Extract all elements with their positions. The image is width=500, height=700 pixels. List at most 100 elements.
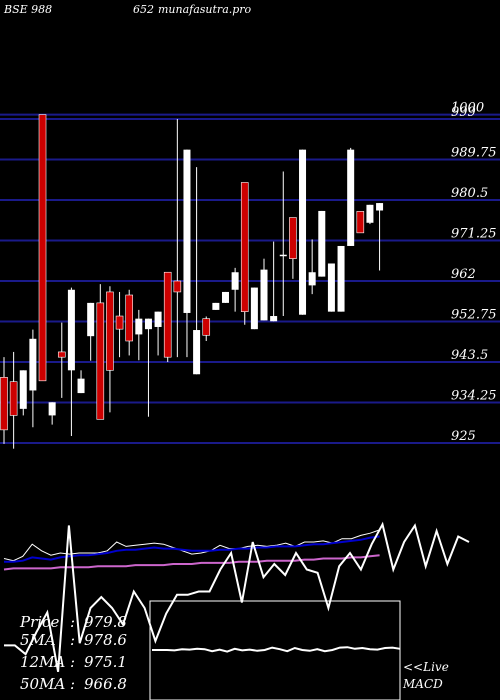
candle (376, 203, 384, 271)
candle (260, 258, 268, 321)
candle-body (19, 370, 27, 409)
candle-body (289, 217, 297, 259)
candle (163, 271, 172, 362)
y-tick-label: 943.5 (451, 348, 488, 363)
y-tick-label: 925 (451, 429, 476, 444)
candle-body (115, 315, 124, 330)
candle (115, 291, 124, 358)
candle (327, 263, 335, 312)
candle-body (144, 318, 152, 330)
y-tick-label: 971.25 (451, 227, 497, 242)
candle-body (193, 330, 201, 375)
candle-body (87, 302, 95, 337)
stat-12ma-value: 975.1 (84, 653, 127, 671)
candle (67, 287, 75, 436)
candle (270, 241, 278, 322)
candle (135, 309, 143, 361)
candle-body (202, 318, 211, 336)
candle (77, 370, 85, 394)
header-site: munafasutra.pro (158, 3, 252, 16)
candle (366, 204, 374, 225)
stat-12ma-label: 12MA (20, 653, 65, 671)
candle (57, 322, 66, 398)
candle-body (212, 302, 220, 310)
candle-body (154, 311, 162, 327)
candle-body (125, 294, 133, 342)
header-symbol: BSE 988 (3, 3, 52, 16)
candle (38, 114, 47, 382)
stat-price-value: 979.8 (84, 613, 127, 631)
y-tick-label: 952.75 (451, 308, 497, 323)
candle (144, 318, 152, 417)
candle-body (270, 316, 278, 322)
candle-body (173, 280, 182, 293)
candle (48, 402, 56, 425)
oscillator-line (4, 521, 470, 672)
candle (96, 284, 105, 420)
candle-body (279, 254, 287, 257)
candle-body (67, 289, 75, 371)
candle (202, 316, 211, 341)
candle-body (308, 272, 316, 286)
y-tick-label: 962 (451, 267, 476, 282)
candle (337, 245, 345, 312)
candle-body (299, 149, 307, 315)
stats-block: Price : 979.8 5MA : 978.6 12MA : 975.1 5… (19, 613, 127, 693)
candle-body (366, 204, 374, 223)
candle (231, 267, 239, 312)
candle (125, 289, 133, 356)
candle (250, 287, 258, 330)
candle-body (48, 402, 56, 416)
candle (289, 217, 297, 279)
y-tick-label: 934.25 (451, 389, 497, 404)
candle (19, 370, 27, 416)
macd-label: MACD (402, 677, 443, 691)
candle-body (163, 271, 172, 358)
candle (0, 357, 8, 444)
candle-body (376, 203, 384, 211)
candle (318, 210, 326, 277)
candle (212, 302, 220, 310)
stat-5ma-sep: : (70, 631, 75, 649)
candle (356, 211, 365, 234)
macd-box (149, 600, 401, 700)
candle-body (38, 114, 47, 382)
stat-12ma-sep: : (70, 653, 75, 671)
candle-body (327, 263, 335, 312)
candle (9, 351, 18, 449)
candle (106, 286, 114, 413)
candle (173, 119, 182, 358)
y-tick-label: 980.5 (451, 186, 488, 201)
candle-body (57, 351, 66, 358)
candle-body (135, 318, 143, 335)
candle-body (221, 291, 229, 303)
candle-body (29, 338, 37, 391)
candle-body (250, 287, 258, 330)
candle (87, 302, 95, 361)
candle (308, 239, 316, 295)
y-tick-label: 989.75 (451, 146, 497, 161)
stat-50ma-sep: : (70, 675, 75, 693)
candle-body (77, 378, 85, 394)
candle (279, 171, 287, 317)
candle (183, 149, 191, 358)
stat-5ma-label: 5MA (20, 631, 56, 649)
stat-50ma-value: 966.8 (84, 675, 127, 693)
header-code: 652 (133, 3, 154, 16)
stat-5ma-value: 978.6 (84, 631, 127, 649)
candle-body (96, 302, 105, 420)
macd-panel (149, 600, 401, 700)
stat-50ma-label: 50MA (20, 675, 65, 693)
y-tick-label: 1000 (451, 101, 484, 116)
candle-body (260, 269, 268, 321)
candle (154, 311, 162, 356)
candle (240, 182, 249, 325)
candle-body (240, 182, 249, 312)
candle-body (0, 377, 8, 431)
stat-price-sep: : (70, 613, 75, 631)
candle (299, 149, 307, 315)
candle-body (318, 210, 326, 277)
